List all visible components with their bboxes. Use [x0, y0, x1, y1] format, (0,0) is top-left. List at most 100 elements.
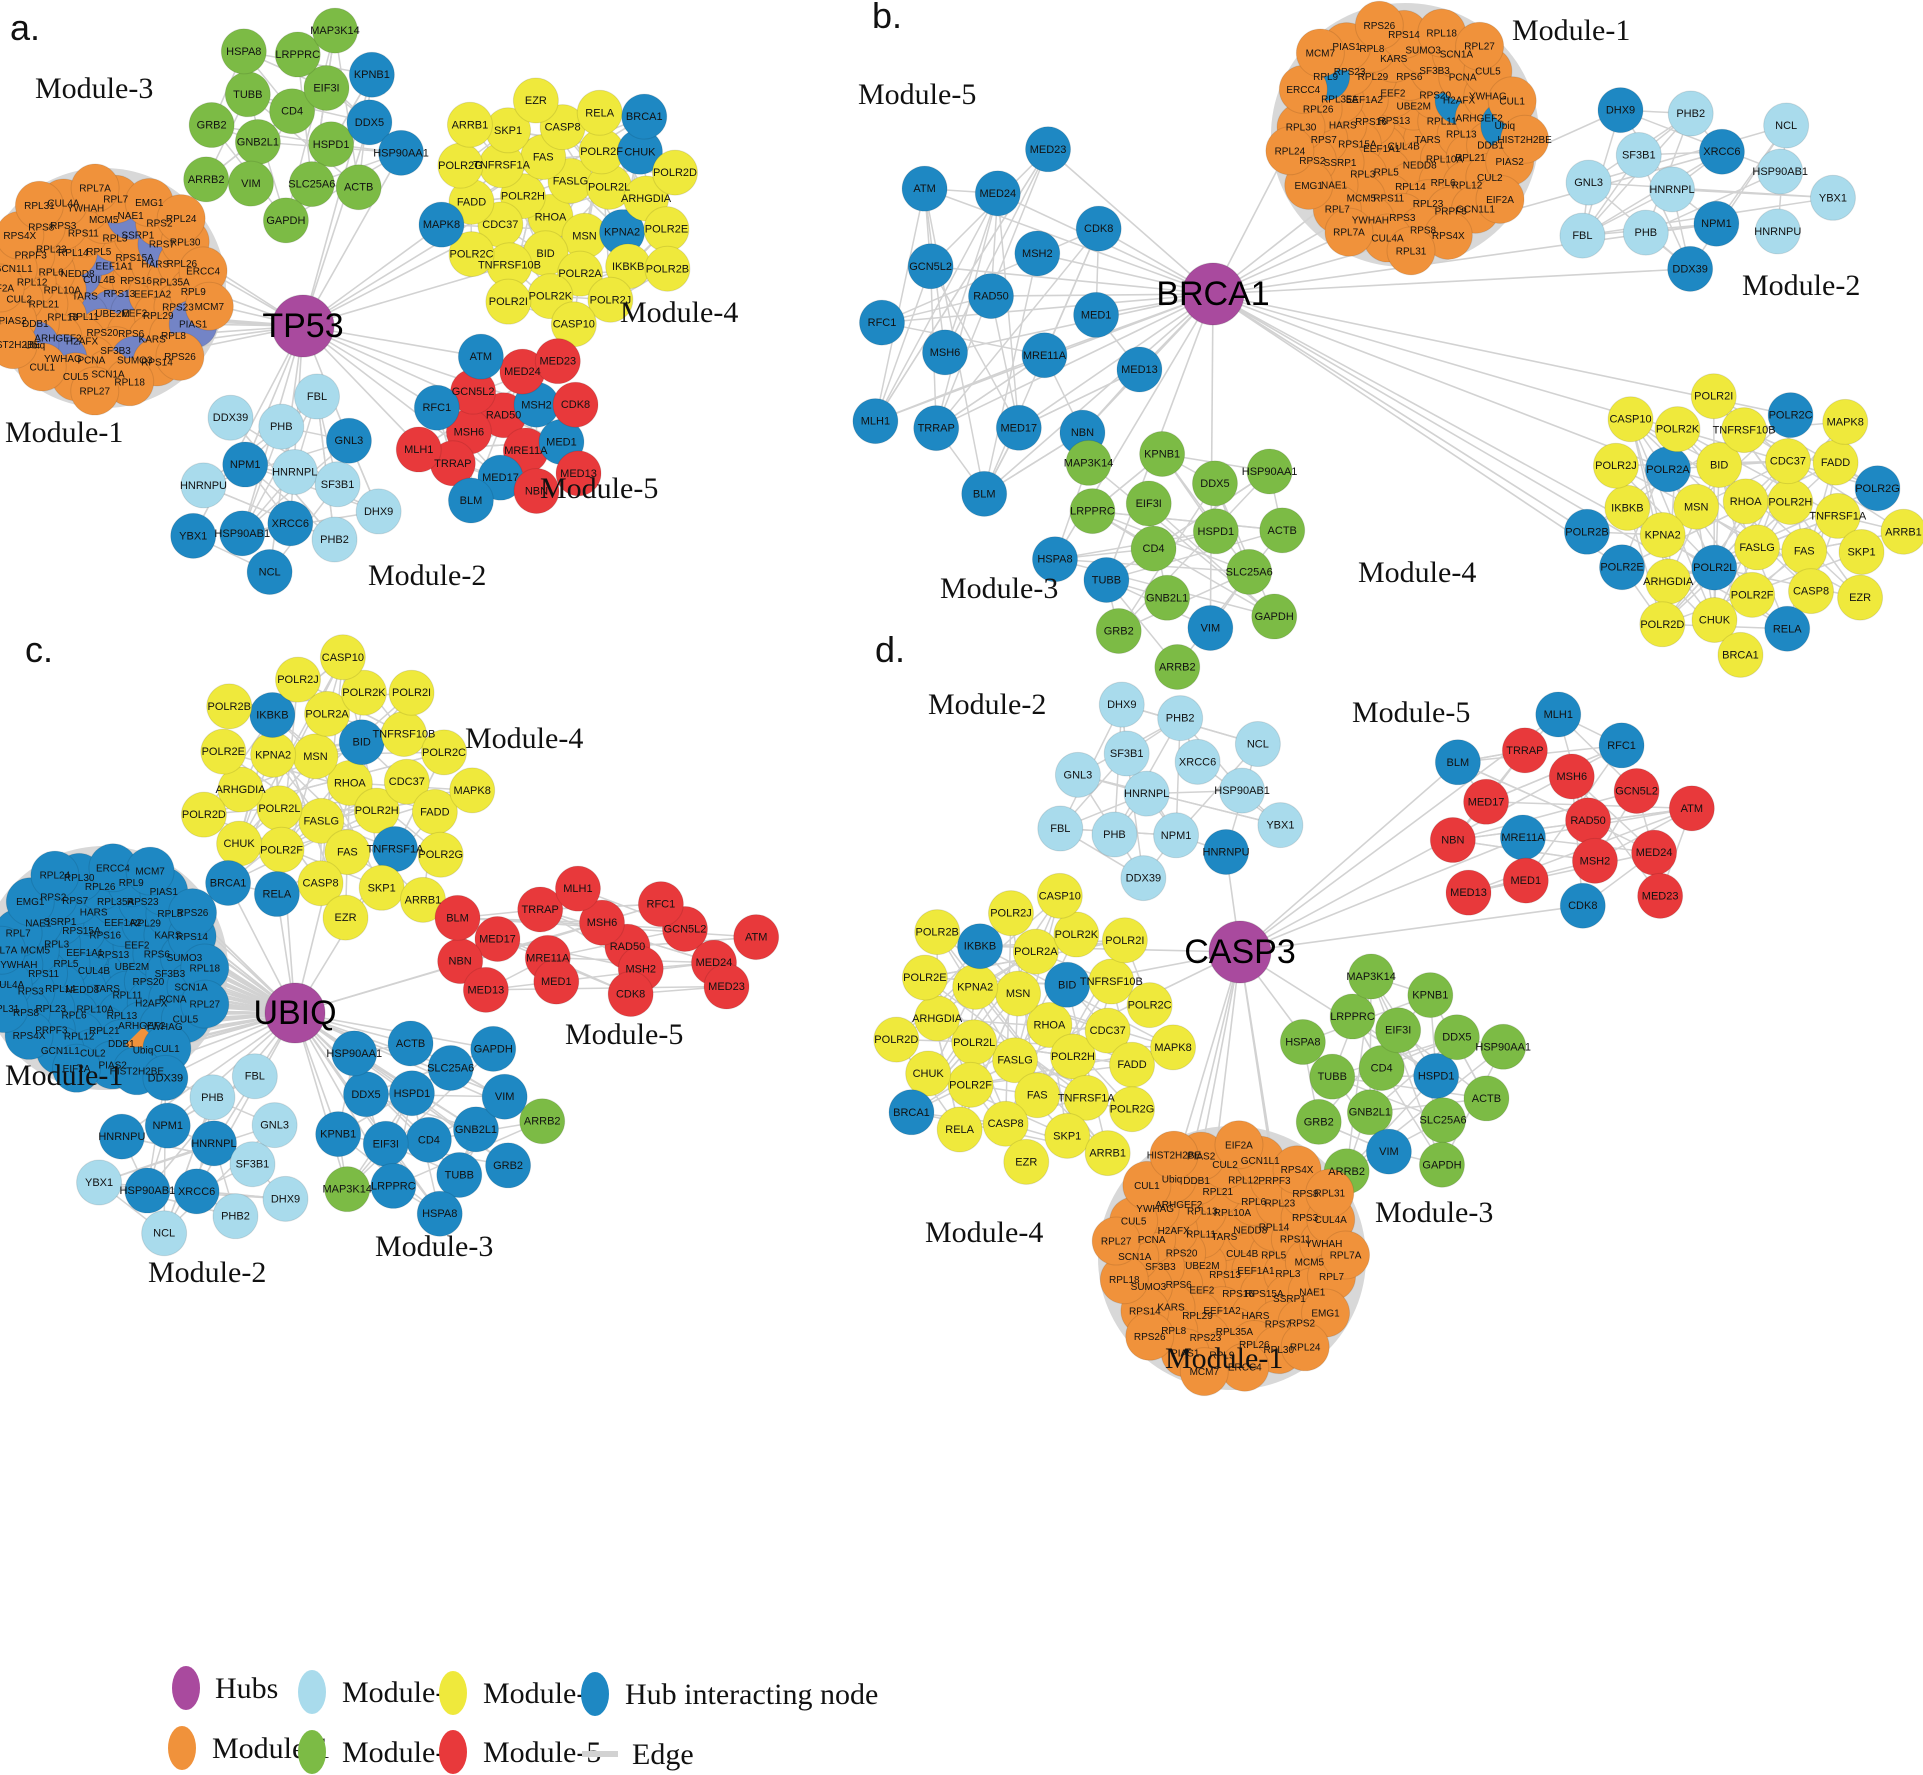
gene-node[interactable]: [621, 93, 668, 140]
gene-node[interactable]: [457, 333, 504, 380]
gene-node[interactable]: [1667, 90, 1714, 137]
gene-node[interactable]: [1234, 721, 1281, 768]
gene-node[interactable]: [1607, 396, 1654, 443]
gene-node[interactable]: [1729, 571, 1776, 618]
gene-node[interactable]: [271, 448, 318, 495]
gene-node[interactable]: [1251, 593, 1298, 640]
gene-node[interactable]: [1214, 1120, 1264, 1170]
gene-node[interactable]: [554, 865, 601, 912]
gene-node[interactable]: [936, 1106, 983, 1153]
gene-node[interactable]: [188, 102, 235, 149]
gene-node[interactable]: [1329, 993, 1376, 1040]
gene-node[interactable]: [184, 281, 234, 331]
gene-node[interactable]: [1673, 483, 1720, 530]
gene-node[interactable]: [512, 77, 559, 124]
gene-node[interactable]: [1822, 398, 1869, 445]
gene-node[interactable]: [1764, 605, 1811, 652]
gene-node[interactable]: [1837, 574, 1884, 621]
gene-node[interactable]: [1592, 442, 1639, 489]
gene-node[interactable]: [852, 398, 899, 445]
gene-node[interactable]: [1463, 1075, 1510, 1122]
gene-node[interactable]: [222, 441, 269, 488]
gene-node[interactable]: [1463, 778, 1510, 825]
gene-node[interactable]: [180, 979, 230, 1029]
gene-node[interactable]: [555, 450, 602, 497]
gene-node[interactable]: [227, 160, 274, 207]
gene-node[interactable]: [1295, 28, 1345, 78]
gene-node[interactable]: [325, 417, 372, 464]
gene-node[interactable]: [485, 1142, 532, 1189]
gene-node[interactable]: [1854, 465, 1901, 512]
gene-node[interactable]: [258, 403, 305, 450]
gene-node[interactable]: [513, 467, 560, 514]
gene-node[interactable]: [1734, 524, 1781, 571]
gene-node[interactable]: [1098, 681, 1145, 728]
gene-node[interactable]: [1559, 882, 1606, 929]
gene-node[interactable]: [70, 163, 120, 213]
gene-node[interactable]: [294, 373, 341, 420]
gene-node[interactable]: [1599, 544, 1646, 591]
gene-node[interactable]: [378, 129, 425, 176]
gene-node[interactable]: [859, 299, 906, 346]
gene-node[interactable]: [168, 888, 218, 938]
gene-node[interactable]: [1565, 159, 1612, 206]
gene-node[interactable]: [231, 1053, 278, 1100]
gene-node[interactable]: [1763, 102, 1810, 149]
gene-node[interactable]: [348, 51, 395, 98]
gene-node[interactable]: [436, 1151, 483, 1198]
gene-node[interactable]: [1053, 911, 1100, 958]
gene-node[interactable]: [1226, 548, 1273, 595]
gene-node[interactable]: [1757, 148, 1804, 195]
gene-node[interactable]: [587, 276, 634, 323]
gene-node[interactable]: [125, 846, 175, 896]
gene-node[interactable]: [1598, 722, 1645, 769]
gene-node[interactable]: [383, 758, 430, 805]
gene-node[interactable]: [288, 161, 335, 208]
gene-node[interactable]: [1407, 972, 1454, 1019]
gene-node[interactable]: [1764, 438, 1811, 485]
gene-node[interactable]: [1026, 1001, 1073, 1048]
gene-node[interactable]: [1025, 126, 1072, 173]
gene-node[interactable]: [1091, 811, 1138, 858]
gene-node[interactable]: [1012, 928, 1059, 975]
gene-node[interactable]: [1358, 1045, 1405, 1092]
gene-node[interactable]: [1668, 785, 1715, 832]
gene-node[interactable]: [200, 728, 247, 775]
gene-node[interactable]: [267, 500, 314, 547]
gene-node[interactable]: [1637, 872, 1684, 919]
hub-node[interactable]: [271, 294, 335, 358]
gene-node[interactable]: [1014, 1072, 1061, 1119]
gene-node[interactable]: [517, 886, 564, 933]
gene-node[interactable]: [0, 320, 38, 370]
gene-node[interactable]: [427, 1044, 474, 1091]
gene-node[interactable]: [324, 829, 371, 876]
gene-node[interactable]: [474, 916, 521, 963]
gene-node[interactable]: [1036, 872, 1083, 919]
gene-node[interactable]: [533, 958, 580, 1005]
gene-node[interactable]: [1309, 1053, 1356, 1100]
gene-node[interactable]: [251, 1102, 298, 1149]
gene-node[interactable]: [1150, 1024, 1197, 1071]
gene-node[interactable]: [1095, 607, 1142, 654]
gene-node[interactable]: [142, 1054, 189, 1101]
gene-node[interactable]: [1838, 528, 1885, 575]
hub-node[interactable]: [264, 982, 326, 1044]
gene-node[interactable]: [1604, 484, 1651, 531]
gene-node[interactable]: [1069, 488, 1116, 535]
gene-node[interactable]: [1429, 817, 1476, 864]
gene-node[interactable]: [315, 1111, 362, 1158]
gene-node[interactable]: [1698, 128, 1745, 175]
gene-node[interactable]: [519, 1098, 566, 1145]
gene-node[interactable]: [155, 331, 205, 381]
gene-node[interactable]: [1348, 953, 1395, 1000]
gene-node[interactable]: [319, 634, 366, 681]
gene-node[interactable]: [180, 791, 227, 838]
gene-node[interactable]: [335, 164, 382, 211]
gene-node[interactable]: [447, 477, 494, 524]
gene-node[interactable]: [957, 923, 1004, 970]
gene-node[interactable]: [1717, 631, 1764, 678]
gene-node[interactable]: [1615, 132, 1662, 179]
gene-node[interactable]: [274, 31, 321, 78]
gene-node[interactable]: [124, 1167, 171, 1214]
gene-node[interactable]: [417, 831, 464, 878]
